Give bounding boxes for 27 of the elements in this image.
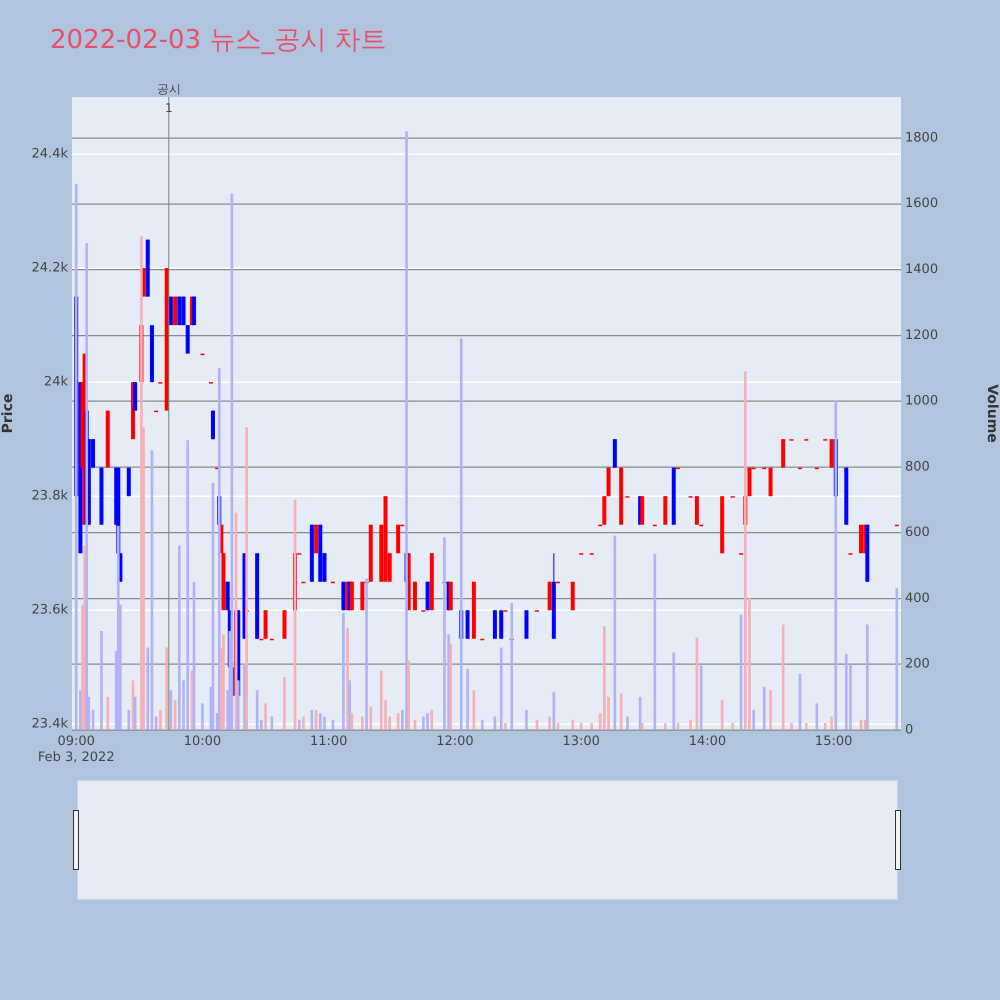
y2-tick-label: 200 [905,656,930,672]
x-tick-label: 11:00 [310,734,348,750]
y-tick-label: 23.8k [32,488,68,504]
y2-tick-label: 600 [905,525,930,540]
y2-tick-label: 0 [905,722,914,738]
y-tick-label: 23.6k [32,602,68,618]
y-tick-label: 24.4k [32,146,68,162]
y2-tick-label: 1200 [905,328,938,343]
chart-title: 2022-02-03 뉴스_공시 차트 [50,24,387,57]
y2-tick-label: 1800 [905,130,938,146]
y2-tick-label: 1400 [905,262,938,278]
x-tick-label: 14:00 [688,734,726,750]
y-tick-label: 24.2k [32,260,68,276]
x-tick-label: 10:00 [184,734,222,750]
y-axis-title: Price [0,394,16,434]
y-tick-label: 23.4k [32,716,68,732]
x-tick-label: 15:00 [814,734,852,750]
y2-tick-label: 800 [905,459,930,474]
ref-line-label: 공시 [156,82,181,96]
y-tick-label: 24k [44,374,68,390]
x-tick-label: 09:00 Feb 3, 2022 [38,734,115,765]
y2-axis-title: Volume [984,384,1000,443]
x-tick-label: 13:00 [562,734,600,750]
y2-tick-label: 1600 [905,196,938,212]
y2-tick-label: 400 [905,590,930,606]
x-tick-label: 12:00 [436,734,474,750]
y2-tick-label: 1000 [905,394,938,409]
